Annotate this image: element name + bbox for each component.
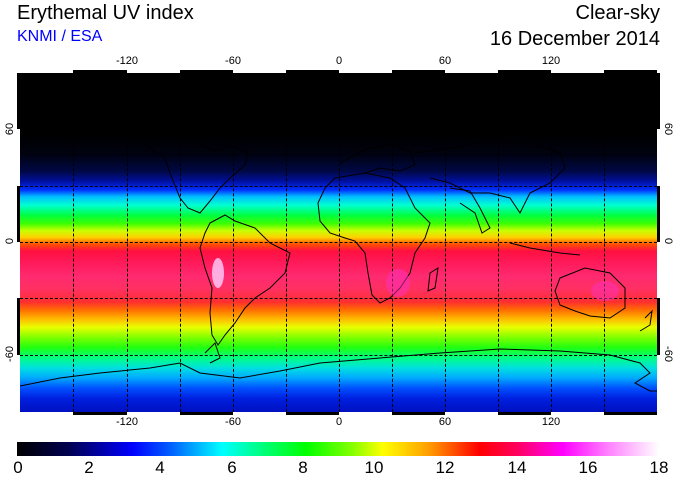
lon-label-top: 0 bbox=[335, 55, 343, 67]
lon-label-top: 60 bbox=[438, 55, 452, 67]
lon-label-top: 120 bbox=[541, 55, 561, 67]
colorbar-label: 18 bbox=[649, 458, 669, 477]
coastline-outline bbox=[20, 127, 657, 392]
lat-label-right: 0 bbox=[662, 237, 674, 245]
date-label: 16 December 2014 bbox=[489, 28, 660, 50]
colorbar-label: 6 bbox=[227, 458, 237, 477]
chart-title: Erythemal UV index bbox=[17, 2, 194, 24]
lat-label-left: -60 bbox=[4, 346, 16, 362]
colorbar-label: 10 bbox=[364, 458, 384, 477]
colorbar-label: 16 bbox=[578, 458, 598, 477]
colorbar-label: 14 bbox=[507, 458, 527, 477]
colorbar-label: 2 bbox=[84, 458, 94, 477]
lat-label-right: -60 bbox=[662, 346, 674, 362]
source-label: KNMI / ESA bbox=[17, 28, 103, 45]
lon-label-bottom: 60 bbox=[438, 416, 452, 428]
colorbar-label: 12 bbox=[435, 458, 455, 477]
lat-label-left: 60 bbox=[4, 122, 16, 136]
uv-index-map bbox=[20, 73, 657, 412]
uv-colorbar bbox=[17, 442, 659, 456]
colorbar-label: 4 bbox=[155, 458, 165, 477]
lat-label-right: 60 bbox=[662, 122, 674, 136]
lon-label-top: -60 bbox=[225, 55, 241, 67]
lat-label-left: 0 bbox=[4, 237, 16, 245]
lon-label-bottom: -120 bbox=[115, 416, 139, 428]
lon-label-bottom: 120 bbox=[541, 416, 561, 428]
colorbar-label: 0 bbox=[13, 458, 23, 477]
lon-label-bottom: 0 bbox=[335, 416, 343, 428]
sky-condition-label: Clear-sky bbox=[575, 2, 660, 24]
lon-label-bottom: -60 bbox=[225, 416, 241, 428]
lon-label-top: -120 bbox=[115, 55, 139, 67]
colorbar-label: 8 bbox=[298, 458, 308, 477]
